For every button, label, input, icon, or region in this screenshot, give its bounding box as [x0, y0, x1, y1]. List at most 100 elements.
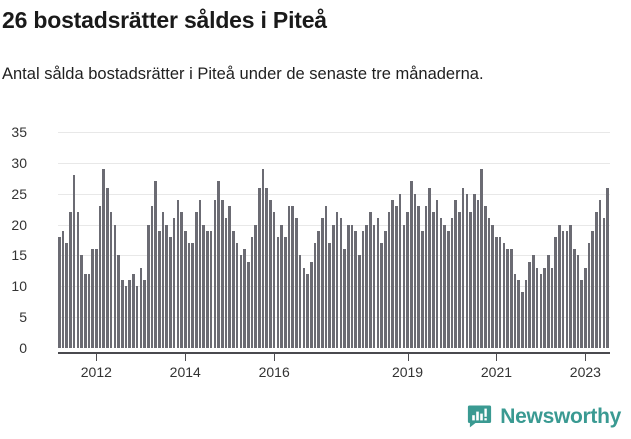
- bar: [372, 224, 376, 348]
- bar: [387, 212, 391, 348]
- bar: [487, 218, 491, 348]
- bar: [150, 206, 154, 348]
- bar: [254, 224, 257, 348]
- bar: [424, 206, 428, 348]
- bar: [509, 249, 513, 348]
- bar: [91, 249, 94, 348]
- bar: [343, 249, 346, 348]
- gridline: [58, 132, 610, 133]
- bar: [376, 218, 380, 348]
- bar: [502, 243, 506, 348]
- bar-chart: 2012201420162019202120232025 05101520253…: [0, 125, 631, 388]
- bar: [65, 243, 68, 348]
- bar: [80, 255, 83, 348]
- bar: [224, 218, 228, 348]
- bar: [332, 224, 335, 348]
- bar: [532, 255, 535, 348]
- page-subtitle: Antal sålda bostadsrätter i Piteå under …: [2, 65, 484, 83]
- bar: [391, 199, 395, 348]
- bar: [465, 193, 469, 348]
- bar: [484, 206, 487, 348]
- bar: [358, 255, 361, 348]
- x-axis-tick: [585, 354, 587, 361]
- bar: [72, 175, 76, 348]
- bar: [76, 212, 80, 348]
- y-axis-tick-label: 10: [11, 278, 27, 295]
- bar: [432, 212, 435, 348]
- bar: [283, 236, 287, 348]
- bar: [287, 206, 291, 348]
- bar: [587, 243, 591, 348]
- bar: [561, 230, 565, 348]
- x-axis-tick-label: 2021: [480, 364, 513, 380]
- bar: [109, 212, 113, 348]
- bar: [176, 199, 180, 348]
- bar: [61, 230, 65, 348]
- bar: [98, 206, 102, 348]
- bar: [272, 212, 276, 348]
- bar: [524, 280, 528, 348]
- bar: [565, 230, 569, 348]
- bar: [558, 224, 561, 348]
- bar: [165, 224, 169, 348]
- bar: [535, 267, 539, 348]
- x-axis-baseline: [58, 352, 610, 354]
- bar: [158, 230, 161, 348]
- bar: [576, 255, 580, 348]
- x-axis-tick: [96, 354, 98, 361]
- bar: [569, 224, 572, 348]
- bar: [154, 181, 157, 348]
- x-axis-tick-label: 2023: [569, 364, 601, 380]
- bar: [547, 255, 550, 348]
- bar: [120, 280, 124, 348]
- bar: [313, 243, 317, 348]
- bar: [117, 255, 120, 348]
- bar: [439, 218, 443, 348]
- bar: [350, 224, 354, 348]
- y-axis-tick-label: 30: [11, 154, 27, 171]
- gridline: [58, 348, 610, 349]
- bar: [209, 230, 213, 348]
- bar: [506, 249, 509, 348]
- bar: [87, 273, 91, 348]
- bar: [317, 230, 320, 348]
- bar: [232, 230, 235, 348]
- bar: [346, 224, 350, 348]
- bar: [480, 169, 483, 348]
- bar: [143, 280, 146, 348]
- bar: [476, 199, 480, 348]
- bar: [550, 267, 554, 348]
- bar: [195, 212, 198, 348]
- bar: [450, 218, 454, 348]
- bar: [602, 218, 606, 348]
- bar: [221, 199, 224, 348]
- bar: [83, 273, 87, 348]
- x-axis-tick-label: 2014: [169, 364, 201, 380]
- bar: [113, 224, 117, 348]
- bar: [261, 169, 265, 348]
- bar: [606, 187, 609, 348]
- bar: [213, 199, 217, 348]
- newsworthy-logo[interactable]: Newsworthy: [467, 404, 621, 429]
- bar: [458, 212, 461, 348]
- bar: [498, 236, 502, 348]
- bar: [106, 187, 109, 348]
- bar: [595, 212, 598, 348]
- bar: [554, 236, 558, 348]
- bar: [528, 261, 532, 348]
- bar: [369, 212, 372, 348]
- bar: [521, 292, 524, 348]
- y-axis-tick-label: 5: [19, 309, 27, 326]
- bar: [513, 273, 517, 348]
- bar-chart-speech-bubble-icon: [467, 404, 492, 429]
- bar: [235, 243, 239, 348]
- bar: [198, 199, 202, 348]
- bar: [591, 230, 595, 348]
- x-axis-tick-label: 2012: [80, 364, 112, 380]
- bar: [139, 267, 143, 348]
- bar: [191, 243, 194, 348]
- bar: [446, 230, 450, 348]
- y-axis-tick-label: 20: [11, 216, 27, 233]
- x-axis-tick: [496, 354, 498, 361]
